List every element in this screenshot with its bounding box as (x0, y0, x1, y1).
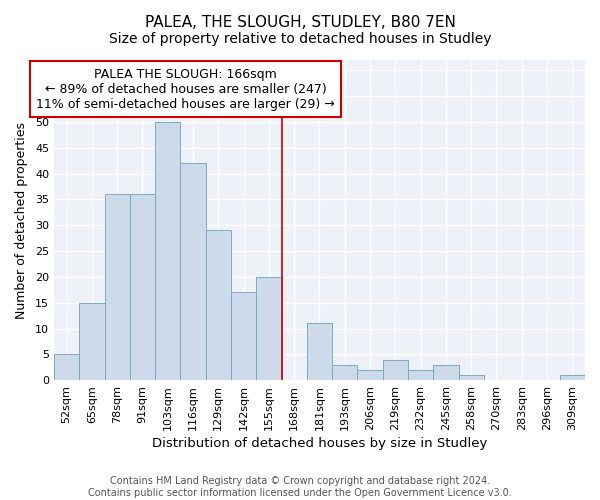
Bar (231, 292, 256, 380)
Text: Size of property relative to detached houses in Studley: Size of property relative to detached ho… (109, 32, 491, 46)
Bar (458, 375, 484, 380)
Bar (130, 194, 155, 380)
Bar (206, 230, 231, 380)
Bar (256, 277, 281, 380)
Bar (104, 194, 130, 380)
Bar (408, 370, 433, 380)
Bar (358, 370, 383, 380)
Text: Contains HM Land Registry data © Crown copyright and database right 2024.
Contai: Contains HM Land Registry data © Crown c… (88, 476, 512, 498)
Bar (433, 364, 458, 380)
Bar (383, 360, 408, 380)
Bar (560, 375, 585, 380)
Bar (332, 364, 358, 380)
Y-axis label: Number of detached properties: Number of detached properties (15, 122, 28, 318)
Text: PALEA, THE SLOUGH, STUDLEY, B80 7EN: PALEA, THE SLOUGH, STUDLEY, B80 7EN (145, 15, 455, 30)
Bar (54, 354, 79, 380)
Bar (79, 302, 104, 380)
Bar (181, 164, 206, 380)
X-axis label: Distribution of detached houses by size in Studley: Distribution of detached houses by size … (152, 437, 487, 450)
Bar (155, 122, 181, 380)
Text: PALEA THE SLOUGH: 166sqm
← 89% of detached houses are smaller (247)
11% of semi-: PALEA THE SLOUGH: 166sqm ← 89% of detach… (36, 68, 335, 110)
Bar (307, 324, 332, 380)
